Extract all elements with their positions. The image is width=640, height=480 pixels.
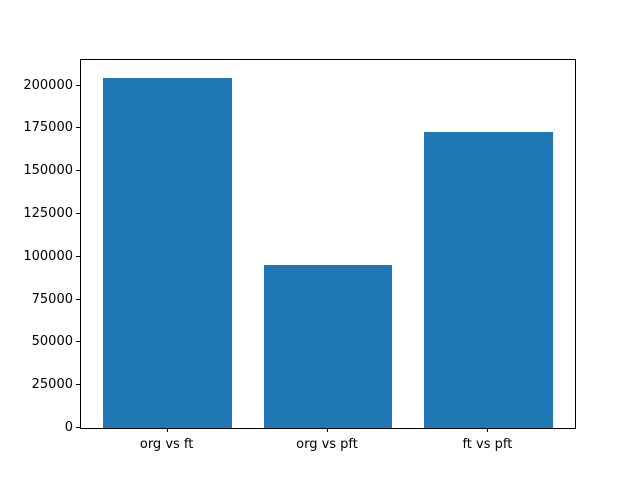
y-tick-label: 150000 bbox=[23, 163, 73, 179]
y-tick-label: 0 bbox=[64, 420, 73, 435]
x-tick-label: org vs ft bbox=[139, 437, 194, 452]
y-tick-mark bbox=[76, 384, 80, 386]
x-tick-label: org vs pft bbox=[296, 437, 358, 452]
y-tick-label: 125000 bbox=[23, 206, 73, 222]
y-tick-label: 200000 bbox=[23, 77, 73, 93]
y-tick-mark bbox=[76, 298, 80, 300]
x-tick-mark bbox=[166, 428, 168, 432]
x-tick-label: ft vs pft bbox=[462, 437, 513, 452]
y-tick-label: 25000 bbox=[31, 377, 73, 393]
x-tick-mark bbox=[487, 428, 489, 432]
plot-area bbox=[80, 59, 576, 429]
bar-org-vs-pft bbox=[263, 265, 393, 428]
bar-org-vs-ft bbox=[103, 77, 232, 428]
y-tick-mark bbox=[76, 255, 80, 257]
y-tick-mark bbox=[76, 127, 80, 129]
x-tick-mark bbox=[327, 428, 328, 432]
y-tick-label: 75000 bbox=[31, 291, 73, 307]
y-tick-mark bbox=[76, 84, 80, 86]
y-tick-label: 50000 bbox=[31, 334, 73, 350]
y-tick-mark bbox=[76, 170, 80, 172]
y-tick-mark bbox=[76, 341, 80, 343]
bar-ft-vs-pft bbox=[424, 131, 553, 428]
y-tick-label: 100000 bbox=[23, 248, 73, 264]
y-tick-mark bbox=[76, 213, 80, 215]
y-tick-mark bbox=[76, 427, 80, 428]
y-tick-label: 175000 bbox=[23, 120, 73, 136]
